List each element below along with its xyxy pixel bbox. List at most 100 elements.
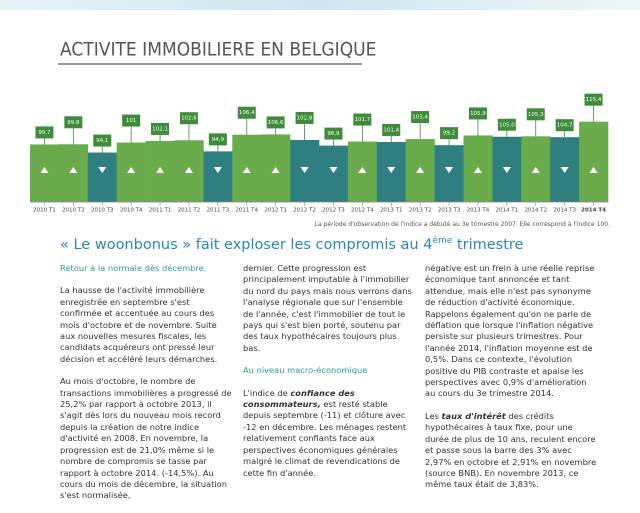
x-tick-label: 2014 T2 <box>524 208 547 214</box>
paragraph: Les taux d'intérêt des crédits hypothéca… <box>425 411 597 491</box>
x-tick-label: 2012 T3 <box>322 208 345 214</box>
headline-sup: ème <box>432 236 453 246</box>
value-label: 99,8 <box>67 120 80 126</box>
x-tick-label: 2014 T3 <box>553 208 576 214</box>
trend-arrow <box>589 167 598 173</box>
x-tick-label: 2011 T1 <box>149 208 172 214</box>
bar <box>319 145 349 202</box>
value-label: 98,9 <box>327 131 340 137</box>
x-tick-label: 2012 T2 <box>293 208 316 214</box>
x-tick-label: 2014 T4 <box>581 208 606 214</box>
subheading: Retour à la normale dès décembre. <box>60 263 207 273</box>
headline-end: trimestre <box>452 236 524 253</box>
value-tab <box>353 113 372 126</box>
value-tab <box>122 114 141 127</box>
trend-arrow <box>98 167 107 173</box>
value-label: 94,1 <box>96 138 108 144</box>
x-tick-label: 2012 T4 <box>351 208 374 214</box>
value-label: 101,4 <box>383 127 399 133</box>
x-tick-label: 2010 T1 <box>33 208 56 214</box>
column: négative est un frein à une réelle repri… <box>425 263 597 502</box>
value-tab <box>179 112 198 125</box>
x-tick-label: 2011 T4 <box>235 208 258 214</box>
emphasis: taux d'intérêt <box>441 410 506 421</box>
chart-note: La période d'observation de l'indice a d… <box>314 221 610 228</box>
x-tick-label: 2013 T3 <box>438 208 461 214</box>
column: Retour à la normale dès décembre. La hau… <box>60 263 232 513</box>
value-label: 106,6 <box>268 120 284 126</box>
value-tab <box>35 126 54 139</box>
x-tick-label: 2011 T3 <box>207 208 230 214</box>
bar <box>87 152 117 202</box>
value-label: 105,0 <box>499 122 515 128</box>
x-tick-label: 2010 T4 <box>120 208 143 214</box>
value-tab <box>468 107 487 120</box>
page-title: ACTIVITE IMMOBILIERE EN BELGIQUE <box>60 39 376 61</box>
column: dernier. Cette progression est principal… <box>243 263 415 490</box>
value-tab <box>93 134 112 147</box>
value-label: 105,9 <box>470 111 486 117</box>
value-label: 99,2 <box>443 131 455 137</box>
trend-arrow <box>473 167 482 173</box>
trend-arrow <box>300 167 309 173</box>
value-tab <box>151 122 170 135</box>
trend-arrow <box>242 167 251 173</box>
value-tab <box>64 116 83 129</box>
trend-arrow <box>502 167 511 173</box>
value-tab <box>382 123 401 136</box>
bar <box>30 144 60 202</box>
trend-arrow <box>531 167 540 173</box>
x-tick-label: 2010 T2 <box>62 208 85 214</box>
trend-arrow <box>416 167 425 173</box>
trend-arrow <box>445 167 454 173</box>
headline: « Le woonbonus » fait exploser les compr… <box>60 236 523 253</box>
value-label: 103,4 <box>412 115 428 121</box>
top-band <box>0 0 640 10</box>
value-label: 102,1 <box>152 126 168 132</box>
trend-arrow <box>184 167 193 173</box>
bar <box>579 121 609 202</box>
headline-text: « Le woonbonus » fait exploser les compr… <box>60 236 433 253</box>
trend-arrow <box>271 167 280 173</box>
trend-arrow <box>127 167 136 173</box>
value-tab <box>526 108 545 121</box>
value-label: 115,4 <box>586 97 602 103</box>
value-tab <box>555 119 574 132</box>
x-tick-label: 2013 T2 <box>409 208 432 214</box>
value-label: 101 <box>126 118 137 124</box>
bar <box>58 144 89 202</box>
value-label: 102,6 <box>181 116 197 122</box>
trend-arrow <box>69 167 78 173</box>
value-tab <box>266 116 285 129</box>
x-tick-label: 2014 T1 <box>496 208 519 214</box>
paragraph: L'indice de confiance des consommateurs,… <box>243 388 415 479</box>
x-tick-label: 2010 T3 <box>91 208 114 214</box>
paragraph: négative est un frein à une réelle repri… <box>425 263 595 399</box>
bar <box>203 151 233 202</box>
paragraph: Au mois d'octobre, le nombre de transact… <box>60 376 232 501</box>
text: est resté stable depuis septembre (-11) … <box>243 399 407 478</box>
text: L'indice de <box>243 387 291 398</box>
trend-arrow <box>329 167 338 173</box>
value-label: 101,7 <box>354 117 370 123</box>
bar <box>434 145 464 202</box>
text: des crédits hypothécaires à taux fixe, p… <box>425 410 597 490</box>
trend-arrow <box>358 167 367 173</box>
paragraph: dernier. Cette progression est principal… <box>243 263 412 353</box>
trend-arrow <box>560 167 569 173</box>
subheading: Au niveau macro-économique <box>243 365 368 376</box>
value-label: 105,3 <box>528 112 544 118</box>
value-tab <box>324 127 343 140</box>
trend-arrow <box>213 167 222 173</box>
value-label: 102,8 <box>297 115 313 121</box>
value-label: 94,9 <box>212 137 225 143</box>
x-tick-label: 2013 T4 <box>467 208 490 214</box>
value-tab <box>208 133 227 146</box>
text: Les <box>425 410 442 421</box>
value-label: 104,7 <box>557 123 573 129</box>
x-tick-label: 2013 T1 <box>380 208 403 214</box>
emphasis: confiance des consommateurs, <box>243 387 355 410</box>
x-tick-label: 2012 T1 <box>264 208 287 214</box>
value-tab <box>440 127 459 140</box>
paragraph: La hausse de l'activité immobilière enre… <box>60 285 218 364</box>
